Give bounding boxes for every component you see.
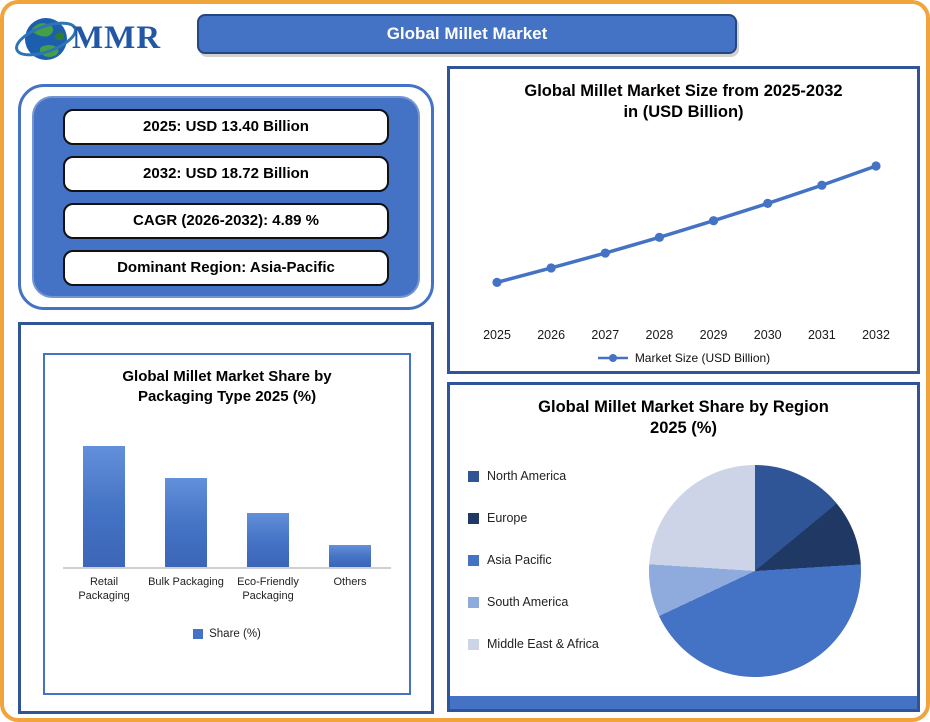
stat-2032-value: 2032: USD 18.72 Billion xyxy=(63,155,389,192)
bar-category-label: Others xyxy=(333,576,367,588)
globe-icon xyxy=(15,18,77,60)
mmr-logo: MMR xyxy=(14,8,161,68)
legend-label: South America xyxy=(487,595,569,609)
bar-legend-swatch xyxy=(193,628,204,639)
bar-category-label: Retail Packaging xyxy=(78,576,130,603)
page-title-banner: Global Millet Market xyxy=(197,14,737,54)
region-legend-item: Middle East & Africa xyxy=(468,637,599,651)
svg-text:2029: 2029 xyxy=(700,328,728,342)
svg-text:2026: 2026 xyxy=(537,328,565,342)
bar-slot xyxy=(145,432,227,567)
stat-2025-value: 2025: USD 13.40 Billion xyxy=(63,108,389,145)
bar-slot xyxy=(227,432,309,567)
bar-category-label: Eco-Friendly Packaging xyxy=(237,576,299,603)
line-chart-title: Global Millet Market Size from 2025-2032… xyxy=(524,82,843,122)
bar-retail-packaging xyxy=(83,445,125,567)
legend-label: Asia Pacific xyxy=(487,553,552,567)
region-legend-item: South America xyxy=(468,595,599,609)
bar-chart-legend: Share (%) xyxy=(45,628,409,640)
svg-text:2027: 2027 xyxy=(591,328,619,342)
footer-accent-band xyxy=(450,696,917,709)
bar-category-label: Bulk Packaging xyxy=(148,576,224,588)
key-stats-box: 2025: USD 13.40 Billion 2032: USD 18.72 … xyxy=(32,96,420,298)
stat-dominant-region: Dominant Region: Asia-Pacific xyxy=(63,249,389,286)
stat-cagr: CAGR (2026-2032): 4.89 % xyxy=(63,202,389,239)
bar-slot xyxy=(63,432,145,567)
pie-chart-legend: North America Europe Asia Pacific South Ame… xyxy=(468,469,599,651)
legend-label: North America xyxy=(487,469,567,483)
legend-label: Middle East & Africa xyxy=(487,637,599,651)
svg-text:2031: 2031 xyxy=(808,328,836,342)
legend-label: Europe xyxy=(487,511,528,525)
key-stats-panel: 2025: USD 13.40 Billion 2032: USD 18.72 … xyxy=(18,84,434,310)
region-legend-item: Europe xyxy=(468,511,599,525)
bar-chart-title: Global Millet Market Share by Packaging … xyxy=(122,368,332,405)
market-size-line-chart-panel: Global Millet Market Size from 2025-2032… xyxy=(447,66,920,374)
legend-swatch xyxy=(468,512,479,524)
pie-chart-title: Global Millet Market Share by Region 202… xyxy=(538,398,829,438)
market-size-line-chart: 2025 2026 2027 2028 2029 2030 2031 2032 xyxy=(483,161,890,342)
bar-bulk-packaging xyxy=(165,477,207,567)
legend-swatch xyxy=(468,596,479,608)
packaging-share-bar-chart-panel: Global Millet Market Share by Packaging … xyxy=(18,322,434,714)
region-legend-item: Asia Pacific xyxy=(468,553,599,567)
logo-text: MMR xyxy=(72,19,162,56)
bar-legend-label: Share (%) xyxy=(209,627,261,640)
line-chart-legend: Market Size (USD Billion) xyxy=(597,351,770,365)
bar-chart-frame: Global Millet Market Share by Packaging … xyxy=(43,353,411,695)
bar-plot-area xyxy=(63,432,391,569)
svg-text:2028: 2028 xyxy=(646,328,674,342)
legend-swatch xyxy=(468,554,479,566)
bar-slot xyxy=(309,432,391,567)
legend-swatch xyxy=(468,470,479,482)
line-legend-label: Market Size (USD Billion) xyxy=(634,350,771,365)
bar-category-labels: Retail Packaging Bulk Packaging Eco-Friend… xyxy=(63,575,391,604)
svg-text:2032: 2032 xyxy=(862,328,890,342)
line-legend-marker-icon xyxy=(597,353,628,362)
svg-text:2025: 2025 xyxy=(483,328,511,342)
region-share-pie xyxy=(649,465,861,677)
bar-others xyxy=(329,545,371,567)
svg-text:2030: 2030 xyxy=(754,328,782,342)
region-legend-item: North America xyxy=(468,469,599,483)
legend-swatch xyxy=(468,638,479,650)
page-title: Global Millet Market xyxy=(386,24,548,43)
region-share-pie-chart-panel: Global Millet Market Share by Region 202… xyxy=(447,382,920,712)
bar-eco-friendly-packaging xyxy=(247,513,289,567)
